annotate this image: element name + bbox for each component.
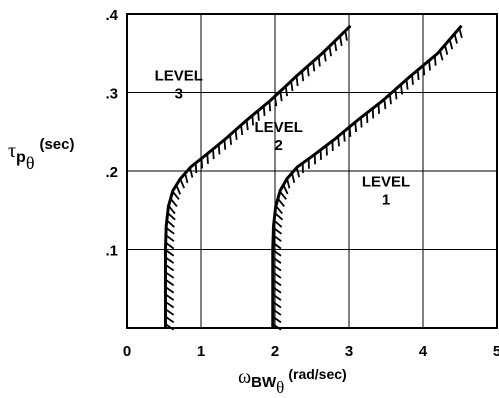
x-tick-label: 4 [419, 343, 428, 360]
y-tick-label: .2 [105, 164, 118, 181]
y-axis-sub: p [16, 149, 26, 166]
series-line-boundary-level-1-2 [163, 24, 352, 328]
y-axis-subsub: θ [26, 153, 35, 173]
plot-frame [126, 13, 498, 329]
level-label: LEVEL 2 [255, 119, 303, 154]
y-tick-label: .4 [105, 7, 118, 24]
series-line-boundary-level-2-3 [271, 24, 463, 328]
x-axis-sub: BW [251, 374, 277, 391]
y-axis-label: τpθ(sec) [8, 136, 74, 173]
y-tick-label: .3 [105, 86, 118, 103]
level-label: LEVEL 3 [155, 68, 203, 103]
series [163, 24, 463, 328]
y-tick-label: .1 [105, 243, 118, 260]
x-axis-symbol: ω [238, 366, 251, 388]
level-number: 3 [175, 86, 183, 103]
level-word: LEVEL [362, 174, 410, 191]
x-tick-label: 1 [197, 343, 205, 360]
tick-labels: 0 1 2 3 4 5 .1 .2 .3 .4 [105, 7, 499, 360]
level-word: LEVEL [155, 68, 203, 85]
level-word: LEVEL [255, 119, 303, 136]
y-axis-symbol: τ [8, 140, 16, 162]
x-axis-label: ωBWθ(rad/sec) [238, 366, 347, 397]
x-tick-label: 2 [271, 343, 279, 360]
x-tick-label: 3 [345, 343, 353, 360]
y-axis-unit: (sec) [39, 136, 74, 153]
level-label: LEVEL 1 [362, 174, 410, 209]
x-axis-unit: (rad/sec) [288, 366, 346, 382]
x-axis-subsub: θ [276, 378, 284, 397]
x-tick-label: 5 [493, 343, 499, 360]
level-number: 1 [382, 192, 390, 209]
hatching [164, 27, 463, 331]
level-number: 2 [275, 137, 283, 154]
x-tick-label: 0 [123, 343, 131, 360]
